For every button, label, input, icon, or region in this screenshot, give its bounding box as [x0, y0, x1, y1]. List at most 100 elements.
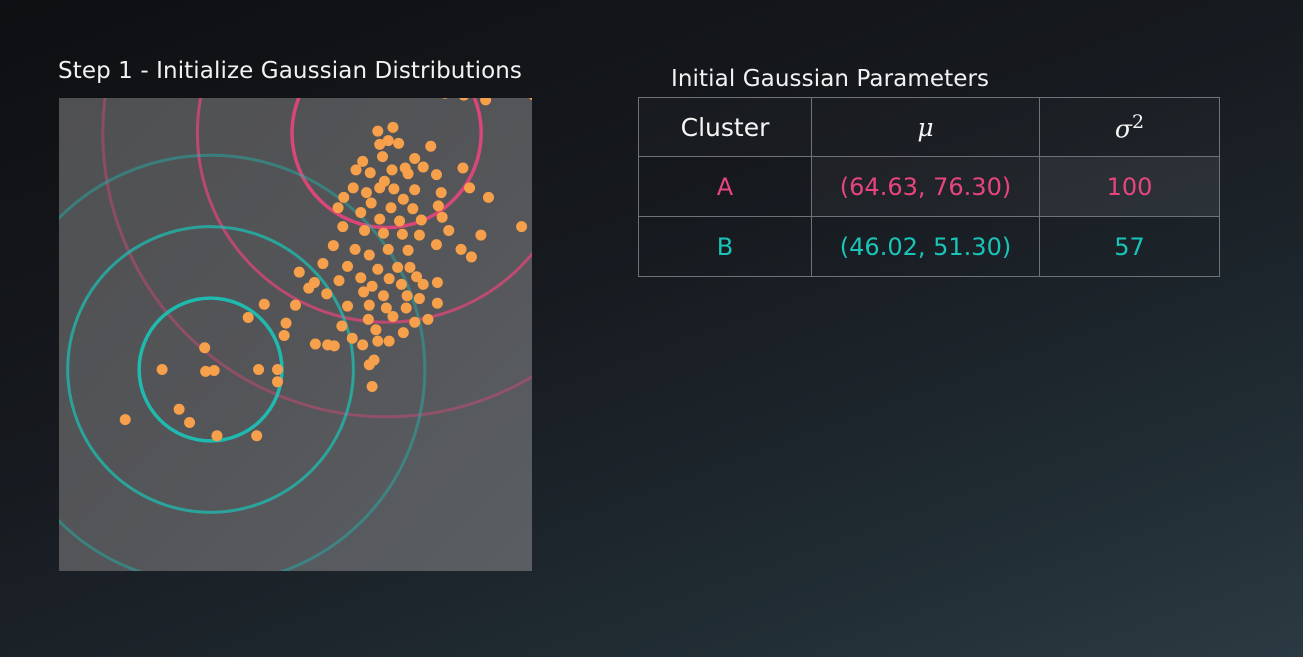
data-point [382, 135, 394, 147]
data-point [464, 182, 476, 194]
data-point [303, 282, 315, 294]
data-points [119, 98, 532, 442]
data-point [338, 191, 350, 203]
data-point [333, 275, 345, 287]
gaussian-parameters-table: Cluster μ σ2 A (64.63, 76.30) 100 B (46.… [638, 97, 1220, 277]
cell-variance: 57 [1039, 216, 1220, 277]
data-point [258, 298, 270, 310]
data-point [431, 297, 443, 309]
cell-cluster: A [638, 156, 812, 217]
data-point [208, 364, 220, 376]
data-point [422, 313, 434, 325]
data-point [465, 251, 477, 263]
data-point [397, 327, 409, 339]
step-title: Step 1 - Initialize Gaussian Distributio… [58, 58, 522, 84]
data-point [407, 203, 419, 215]
cell-variance: 100 [1039, 156, 1220, 217]
data-point [374, 138, 386, 150]
data-point [435, 187, 447, 199]
gaussian-b-ring-3sd [59, 153, 427, 571]
data-point [409, 153, 421, 165]
header-variance: σ2 [1039, 97, 1220, 157]
data-point [383, 335, 395, 347]
data-point [387, 311, 399, 323]
data-point [417, 161, 429, 173]
header-sigma-exponent: 2 [1131, 110, 1145, 133]
data-point [355, 272, 367, 284]
data-point [397, 193, 409, 205]
data-point [357, 155, 369, 167]
data-point [374, 182, 386, 194]
data-point [400, 302, 412, 314]
data-point [242, 311, 254, 323]
data-point [173, 403, 185, 415]
data-point [342, 300, 354, 312]
table-row-cluster-a: A (64.63, 76.30) 100 [638, 156, 1220, 217]
data-point [395, 278, 407, 290]
data-point [332, 202, 344, 214]
data-point [363, 249, 375, 261]
scatter-plot-svg [59, 98, 532, 571]
header-cluster: Cluster [638, 97, 812, 157]
data-point [253, 364, 265, 376]
header-sigma: σ [1114, 114, 1132, 144]
data-point [272, 364, 284, 376]
data-point [409, 184, 421, 196]
table-title: Initial Gaussian Parameters [671, 66, 990, 92]
data-point [425, 140, 437, 152]
data-point [372, 335, 384, 347]
data-point [350, 164, 362, 176]
data-point [443, 224, 455, 236]
data-point [436, 211, 448, 223]
gaussian-rings [59, 98, 532, 571]
data-point [393, 137, 405, 149]
data-point [363, 299, 375, 311]
data-point [272, 376, 284, 388]
data-point [404, 261, 416, 273]
data-point [377, 290, 389, 302]
data-point [411, 271, 423, 283]
data-point [328, 340, 340, 352]
data-point [459, 98, 469, 101]
data-point [347, 182, 359, 194]
data-point [346, 332, 358, 344]
data-point [482, 191, 494, 203]
data-point [383, 273, 395, 285]
data-point [377, 227, 389, 239]
data-point [366, 280, 378, 292]
gaussian-a-ring-3sd [101, 98, 532, 419]
data-point [480, 98, 492, 106]
data-point [442, 98, 448, 99]
data-point [156, 364, 168, 376]
data-point [529, 98, 532, 101]
data-point [199, 342, 211, 354]
data-point [293, 266, 305, 278]
cell-mu: (64.63, 76.30) [811, 156, 1040, 217]
data-point [372, 263, 384, 275]
data-point [364, 167, 376, 179]
data-point [359, 224, 371, 236]
cell-mu: (46.02, 51.30) [811, 216, 1040, 277]
data-point [430, 169, 442, 181]
data-point [430, 239, 442, 251]
data-point [309, 338, 321, 350]
header-mu: μ [811, 97, 1040, 157]
data-point [432, 200, 444, 212]
cell-cluster: B [638, 216, 812, 277]
data-point [392, 261, 404, 273]
data-point [337, 221, 349, 233]
data-point [342, 260, 354, 272]
data-point [349, 243, 361, 255]
data-point [321, 288, 333, 300]
data-point [317, 258, 329, 270]
data-point [368, 354, 380, 366]
data-point [366, 381, 378, 393]
data-point [382, 243, 394, 255]
gaussian-a-ring-1sd [290, 98, 483, 230]
data-point [365, 197, 377, 209]
data-point [455, 243, 467, 255]
data-point [413, 229, 425, 241]
data-point [415, 214, 427, 226]
data-point [358, 286, 370, 298]
data-point [362, 313, 374, 325]
